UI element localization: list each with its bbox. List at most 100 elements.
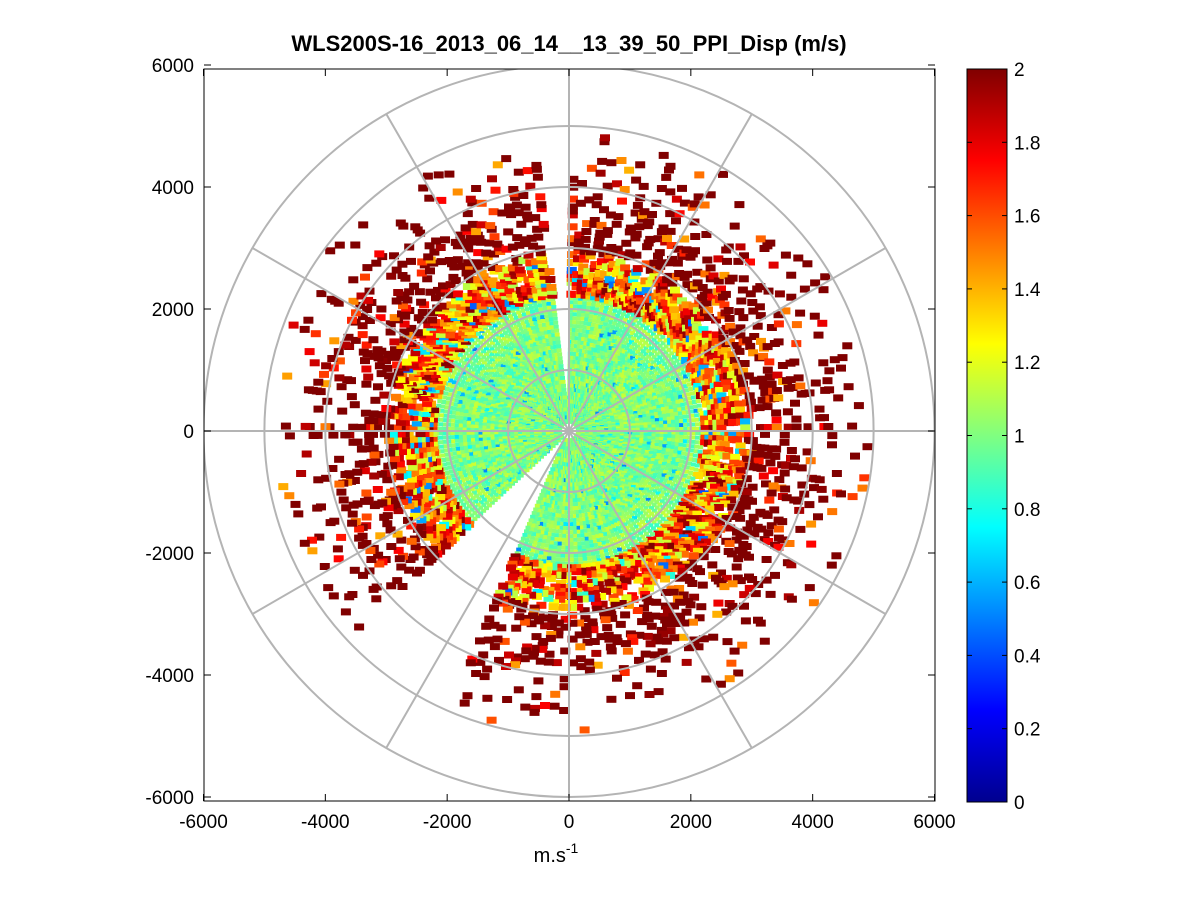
data-cell — [773, 543, 784, 551]
data-cell — [637, 341, 643, 346]
data-cell — [625, 224, 636, 232]
data-cell — [769, 506, 780, 514]
data-cell — [516, 270, 526, 278]
data-cell — [629, 339, 634, 344]
data-cell — [715, 446, 726, 454]
data-cell — [726, 550, 737, 558]
data-cell — [634, 455, 640, 460]
data-cell — [389, 338, 400, 346]
data-cell — [675, 427, 681, 432]
data-cell — [649, 471, 655, 476]
data-cell — [641, 470, 646, 475]
data-cell — [496, 320, 502, 325]
data-cell — [676, 467, 682, 472]
data-cell — [633, 370, 639, 375]
data-cell — [533, 304, 539, 309]
data-cell — [475, 343, 481, 348]
data-cell — [675, 368, 681, 373]
data-cell — [382, 364, 393, 372]
data-cell — [584, 337, 590, 342]
data-cell — [677, 407, 683, 412]
data-cell — [477, 366, 483, 371]
data-cell — [797, 481, 808, 489]
data-cell — [843, 383, 854, 391]
data-cell — [628, 325, 634, 330]
data-cell — [482, 415, 488, 420]
data-cell — [620, 264, 631, 272]
data-cell — [651, 373, 657, 378]
data-cell — [537, 344, 543, 349]
data-cell — [705, 191, 716, 199]
data-cell — [534, 277, 545, 285]
data-cell — [541, 335, 547, 340]
data-cell — [391, 424, 402, 432]
data-cell — [408, 373, 419, 381]
data-cell — [690, 247, 700, 255]
data-cell — [572, 271, 583, 279]
data-cell — [321, 380, 332, 388]
data-cell — [643, 419, 649, 424]
data-cell — [481, 373, 487, 378]
data-cell — [693, 383, 704, 390]
data-cell — [653, 408, 659, 413]
data-cell — [551, 333, 557, 338]
data-cell — [643, 393, 649, 397]
data-cell — [650, 492, 656, 497]
data-cell — [666, 347, 672, 352]
data-cell — [563, 403, 569, 408]
data-cell — [681, 451, 687, 456]
data-cell — [681, 370, 687, 375]
data-cell — [687, 431, 693, 436]
data-cell — [671, 388, 677, 393]
data-cell — [518, 354, 523, 359]
data-cell — [522, 325, 528, 329]
data-cell — [648, 394, 654, 399]
data-cell — [642, 482, 648, 487]
data-cell — [588, 346, 594, 351]
data-cell — [640, 451, 646, 456]
data-cell — [485, 419, 491, 424]
data-cell — [674, 499, 680, 504]
data-cell — [467, 374, 473, 379]
data-cell — [492, 360, 498, 364]
data-cell — [647, 391, 653, 396]
data-cell — [649, 259, 660, 267]
data-cell — [497, 360, 503, 365]
data-cell — [651, 418, 656, 423]
data-cell — [546, 283, 557, 291]
data-cell — [773, 394, 784, 402]
data-cell — [507, 373, 513, 378]
data-cell — [645, 331, 650, 336]
data-cell — [485, 383, 491, 388]
data-cell — [664, 492, 670, 497]
data-cell — [500, 398, 506, 402]
data-cell — [747, 299, 758, 306]
data-cell — [639, 454, 645, 459]
data-cell — [499, 411, 505, 415]
data-cell — [551, 305, 557, 309]
data-cell — [677, 485, 683, 490]
data-cell — [679, 398, 685, 403]
data-cell — [659, 427, 665, 432]
data-cell — [514, 342, 520, 347]
data-cell — [523, 351, 529, 355]
data-cell — [659, 468, 665, 473]
data-cell — [448, 273, 459, 281]
data-cell — [583, 353, 589, 358]
data-cell — [611, 249, 622, 257]
data-cell — [327, 355, 338, 362]
data-cell — [637, 382, 643, 387]
data-cell — [521, 312, 527, 317]
data-cell — [390, 346, 400, 354]
data-cell — [525, 182, 536, 190]
data-cell — [525, 332, 531, 337]
data-cell — [663, 350, 669, 355]
data-cell — [651, 455, 657, 460]
data-cell — [768, 467, 779, 475]
data-cell — [582, 325, 588, 330]
data-cell — [440, 319, 450, 327]
data-cell — [691, 510, 702, 518]
data-cell — [689, 391, 695, 396]
data-cell — [675, 430, 681, 435]
data-cell — [360, 273, 370, 281]
